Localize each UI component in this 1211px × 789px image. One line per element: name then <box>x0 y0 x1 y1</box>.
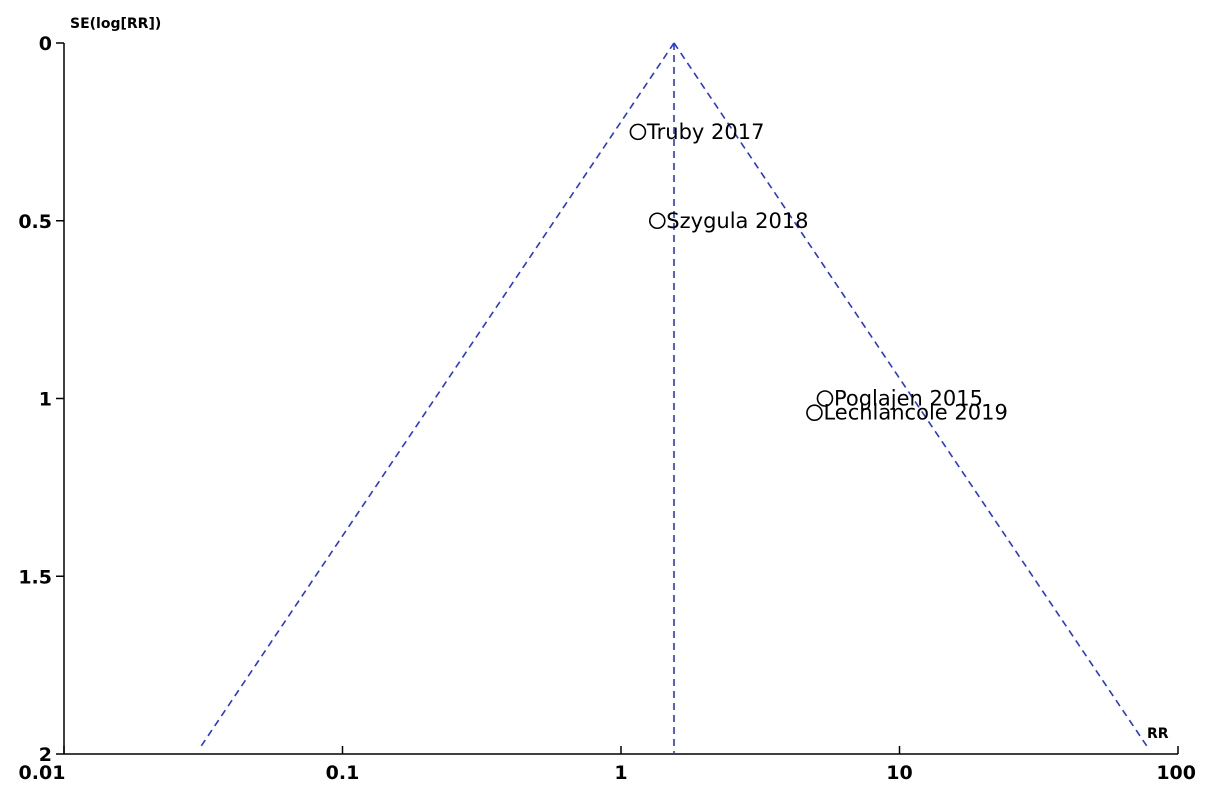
x-axis-ticks: 0.01 0.1 1 10 100 <box>19 746 1196 784</box>
study-point <box>816 390 834 407</box>
funnel-left-line <box>199 42 675 749</box>
study-point <box>648 212 666 230</box>
study-point <box>629 123 647 141</box>
study-point <box>806 404 823 422</box>
study-points: Truby 2017 Szygula 2018 Poglajen 2015Lechl… <box>629 120 1008 425</box>
y-tick-label: 2 <box>39 744 52 766</box>
x-tick-label: 100 <box>1156 762 1196 784</box>
y-axis-ticks: 0 0.5 1 1.5 2 <box>18 33 64 766</box>
x-tick-label: 1 <box>614 762 627 784</box>
y-tick-label: 0.5 <box>18 211 52 233</box>
study-label: Poglajen 2015 <box>834 387 983 411</box>
funnel-right-line <box>673 42 1149 749</box>
y-tick-label: 1.5 <box>18 566 52 588</box>
x-tick-label: 10 <box>886 762 912 784</box>
y-tick-label: 1 <box>39 389 52 411</box>
x-tick-label: 0.01 <box>19 762 66 784</box>
x-tick-label: 0.1 <box>326 762 360 784</box>
study-label: Lechlancole 2019 <box>823 401 1007 425</box>
study-label: Szygula 2018 <box>666 209 808 233</box>
study-label: Truby 2017 <box>646 120 765 144</box>
y-tick-label: 0 <box>39 33 52 55</box>
y-axis-title: SE(log[RR]) <box>70 16 161 32</box>
x-axis-title: RR <box>1147 726 1169 742</box>
funnel-lines <box>199 42 1149 754</box>
